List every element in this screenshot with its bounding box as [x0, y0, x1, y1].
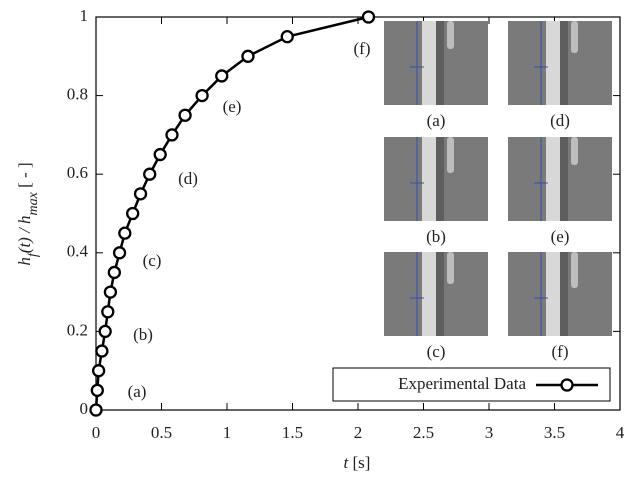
x-tick-label: 2: [354, 423, 363, 442]
data-point: [143, 167, 157, 181]
data-point: [215, 69, 229, 83]
inset-label: (c): [427, 342, 446, 361]
x-tick-label: 0: [92, 423, 101, 442]
inset-shadow: [436, 21, 444, 105]
data-point: [241, 49, 255, 63]
data-point: [98, 324, 112, 339]
data-point: [91, 364, 106, 378]
inset-label: (a): [427, 111, 446, 130]
x-tick-label: 3.5: [544, 423, 565, 442]
inset-shadow: [560, 252, 568, 336]
data-point: [195, 88, 209, 103]
inset-label: (b): [426, 227, 446, 246]
inset-image: [508, 137, 612, 221]
data-point: [107, 265, 121, 280]
data-point: [361, 10, 376, 24]
inset-label: (d): [550, 111, 570, 130]
inset-image: [384, 21, 488, 105]
plot-frame: [95, 16, 621, 411]
x-tick-label: 1: [223, 423, 232, 442]
inset-image: [508, 252, 612, 336]
y-axis-label-part: max: [26, 191, 41, 215]
y-tick-label: 0: [80, 399, 89, 418]
data-point: [95, 344, 109, 358]
x-tick-label: 1.5: [282, 423, 303, 442]
inset-label: (f): [552, 342, 569, 361]
inset-stripe: [546, 137, 560, 221]
x-tick-label: 0.5: [151, 423, 172, 442]
x-tick-label: 3: [485, 423, 494, 442]
inset-stripe: [546, 252, 560, 336]
y-axis-label-part: f: [26, 251, 41, 257]
inset-needle: [447, 252, 454, 284]
inset-needle: [447, 21, 454, 49]
inset-shadow: [560, 137, 568, 221]
inset-image: [508, 21, 612, 105]
y-tick-label: 0.4: [67, 242, 89, 261]
annotation: (e): [223, 97, 242, 116]
y-tick-label: 1: [80, 6, 89, 25]
data-point: [101, 305, 115, 319]
inset-label: (e): [551, 227, 570, 246]
x-tick-label: 4: [616, 423, 625, 442]
annotation: (a): [128, 382, 147, 401]
annotation: (c): [143, 251, 162, 270]
x-axis-label-part: t: [344, 453, 350, 472]
data-point: [112, 246, 127, 260]
y-tick-label: 0.2: [67, 320, 88, 339]
y-axis-label: hf(t) / hmax [ - ]: [15, 162, 41, 265]
inset-stripe: [546, 21, 560, 105]
inset-image: [384, 252, 488, 336]
data-point: [90, 383, 104, 398]
data-point: [165, 128, 179, 142]
data-point: [89, 403, 103, 417]
inset-needle: [571, 137, 578, 165]
y-axis-label-part: h: [15, 257, 34, 266]
y-tick-label: 0.6: [67, 163, 88, 182]
inset-shadow: [560, 21, 568, 105]
data-point: [178, 108, 192, 122]
x-axis-label-part: [s]: [348, 453, 370, 472]
inset-stripe: [422, 252, 436, 336]
data-point: [133, 187, 148, 201]
inset-stripe: [422, 137, 436, 221]
y-axis-label-part: [ - ]: [15, 162, 34, 192]
y-tick-label: 0.8: [67, 85, 88, 104]
inset-stripe: [422, 21, 436, 105]
legend-label: Experimental Data: [398, 374, 526, 393]
legend-marker: [560, 378, 574, 392]
y-axis-label-part: h: [15, 215, 34, 224]
inset-needle: [571, 252, 578, 288]
annotation: (b): [133, 325, 153, 344]
inset-shadow: [436, 137, 444, 221]
data-point: [118, 226, 132, 240]
inset-image: [384, 137, 488, 221]
data-point: [126, 206, 140, 221]
annotation: (f): [354, 39, 371, 58]
inset-needle: [447, 137, 454, 173]
x-tick-label: 2.5: [413, 423, 434, 442]
inset-shadow: [436, 252, 444, 336]
x-axis-label: t [s]: [344, 453, 371, 472]
y-axis-label-part: (t) /: [15, 224, 34, 253]
inset-needle: [571, 21, 578, 53]
data-point: [103, 285, 118, 299]
data-point: [280, 30, 294, 44]
annotation: (d): [178, 169, 198, 188]
data-point: [153, 147, 167, 162]
